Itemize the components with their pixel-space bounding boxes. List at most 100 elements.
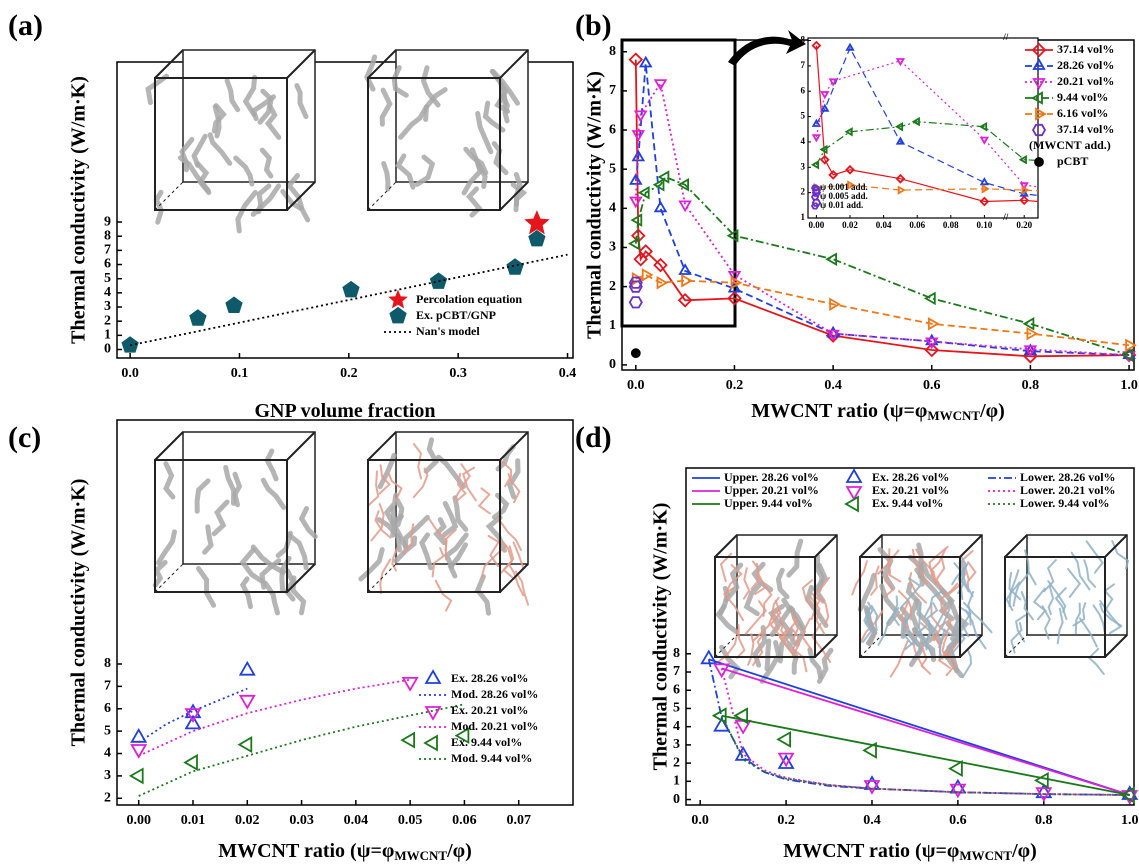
marker [1035, 783, 1053, 799]
marker [820, 103, 830, 112]
fiber [877, 548, 891, 575]
fiber [242, 74, 258, 118]
fiber [510, 182, 528, 213]
fiber [461, 162, 483, 196]
y-tick-label: 4 [609, 201, 616, 216]
cube-edge [499, 49, 529, 79]
y-axis-label: Thermal conductivity (W/m·K) [650, 503, 672, 771]
axis-break: // [1002, 32, 1009, 42]
fiber [902, 614, 914, 646]
fiber [485, 515, 507, 553]
x-axis-label-main: GNP volume fraction [254, 400, 435, 422]
plot-series [628, 52, 1137, 364]
marker [826, 329, 840, 342]
legend-label: Ex. 9.44 vol% [872, 496, 943, 510]
marker [810, 193, 820, 201]
panel-label: (c) [8, 421, 41, 454]
legend-label: 6.16 vol% [1057, 106, 1108, 120]
inset-y-tick-label: 3 [801, 161, 806, 171]
fiber [374, 510, 392, 539]
fiber [786, 538, 804, 578]
fiber [883, 569, 895, 599]
legend-marker [844, 495, 859, 513]
x-tick-label: 0.0 [121, 366, 139, 381]
fiber [862, 607, 875, 643]
marker [845, 42, 855, 51]
fiber [1008, 569, 1020, 608]
fiber [774, 609, 790, 643]
fiber [264, 448, 279, 482]
fiber [1099, 603, 1123, 627]
fiber [463, 146, 489, 176]
marker [730, 275, 743, 290]
marker [1023, 345, 1038, 358]
marker [678, 263, 692, 275]
y-tick-label: 8 [673, 646, 680, 661]
fiber [857, 572, 877, 612]
fiber [804, 584, 829, 628]
x-tick-label: 0.4 [824, 378, 842, 393]
fiber [1032, 587, 1047, 621]
fiber [376, 517, 402, 553]
plot-frame [116, 419, 574, 806]
cube-edge [814, 634, 838, 658]
fiber [719, 552, 733, 583]
fiber [447, 542, 468, 579]
fiber [487, 534, 500, 567]
cube-front [154, 77, 288, 211]
fiber [1041, 605, 1051, 640]
marker [862, 741, 877, 759]
fiber [915, 548, 938, 585]
inset-x-tick-label: 0.04 [876, 220, 892, 230]
legend-label: Ex. pCBT/GNP [416, 308, 496, 322]
fiber [920, 644, 932, 675]
marker [895, 173, 906, 184]
cube-front [367, 77, 501, 211]
legend-label: Percolation equation [416, 292, 522, 306]
fiber [423, 87, 448, 122]
cube-edge [286, 181, 316, 211]
marker [653, 79, 668, 91]
fiber [152, 559, 168, 588]
marker [897, 185, 906, 195]
marker [681, 274, 693, 288]
marker [1125, 338, 1137, 353]
fiber [370, 503, 385, 542]
legend-marker [389, 306, 407, 324]
legend-label: 37.14 vol% [1057, 42, 1114, 56]
legend-marker [1031, 91, 1043, 105]
cube-edge [1104, 634, 1128, 658]
x-tick-label: 0.03 [289, 813, 314, 828]
x-tick-label: 0.6 [949, 813, 967, 828]
y-tick-label: 3 [104, 768, 111, 783]
y-tick-label: 5 [104, 271, 111, 286]
fiber [877, 607, 900, 646]
x-tick-label: 0.2 [340, 366, 358, 381]
legend-label: Ex. 20.21 vol% [872, 483, 949, 497]
fiber [953, 562, 974, 598]
x-axis-label: MWCNT ratio (ψ=φMWCNT/φ) [783, 840, 1037, 863]
cube-edge [714, 534, 738, 558]
marker [633, 110, 648, 123]
cube-illustration [364, 49, 529, 218]
marker [734, 719, 752, 735]
fiber [250, 544, 286, 575]
fiber [423, 437, 440, 474]
y-tick-label: 6 [673, 682, 680, 697]
x-axis-label-sub: MWCNT [394, 848, 447, 863]
cube-front [714, 556, 816, 658]
marker [949, 783, 967, 799]
x-tick-label: 0.05 [398, 813, 423, 828]
y-tick-label: 1 [104, 328, 111, 343]
fiber [395, 153, 416, 190]
fiber [442, 500, 459, 538]
legend-label: pCBT [1057, 154, 1088, 168]
x-tick-label: 0.0 [627, 378, 645, 393]
fiber [750, 560, 760, 590]
inset-y-tick-label: 6 [801, 85, 806, 95]
fiber [747, 633, 755, 666]
x-axis-label-sub: MWCNT [927, 408, 980, 423]
inset-x-tick-label: 0.00 [809, 220, 825, 230]
legend-marker [845, 486, 863, 501]
legend-marker [1032, 58, 1046, 70]
